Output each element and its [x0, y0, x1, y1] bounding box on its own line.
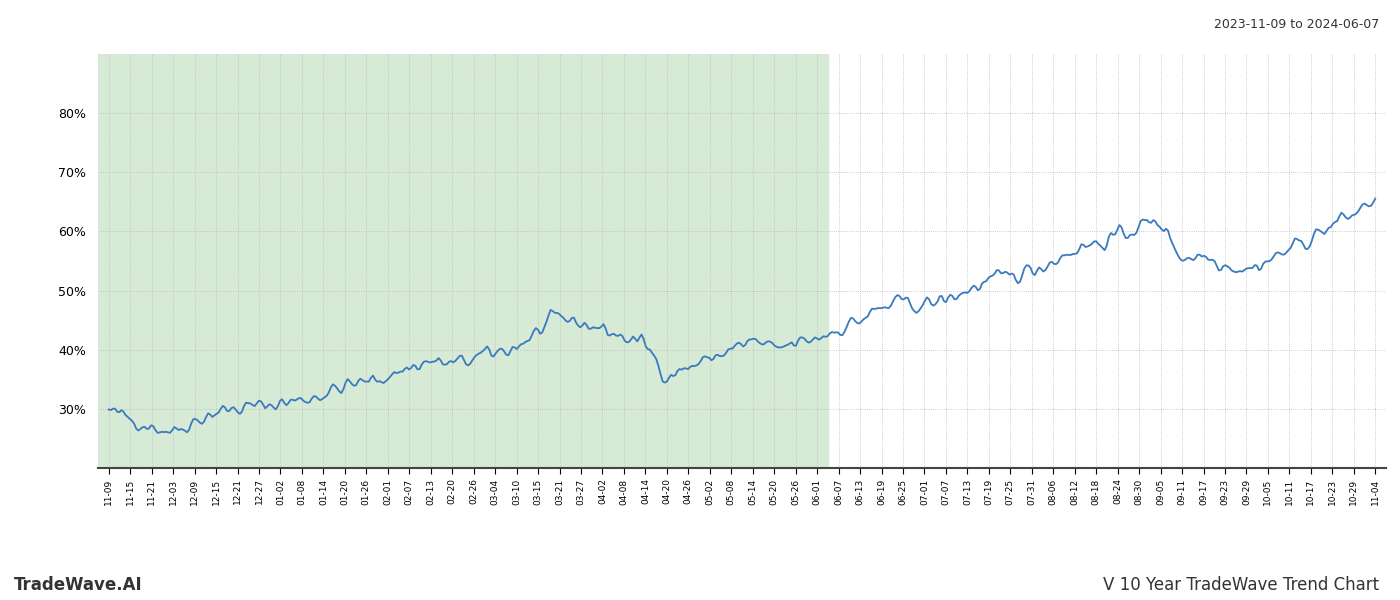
Bar	[98, 54, 827, 468]
Text: TradeWave.AI: TradeWave.AI	[14, 576, 143, 594]
Text: 2023-11-09 to 2024-06-07: 2023-11-09 to 2024-06-07	[1214, 18, 1379, 31]
Text: V 10 Year TradeWave Trend Chart: V 10 Year TradeWave Trend Chart	[1103, 576, 1379, 594]
